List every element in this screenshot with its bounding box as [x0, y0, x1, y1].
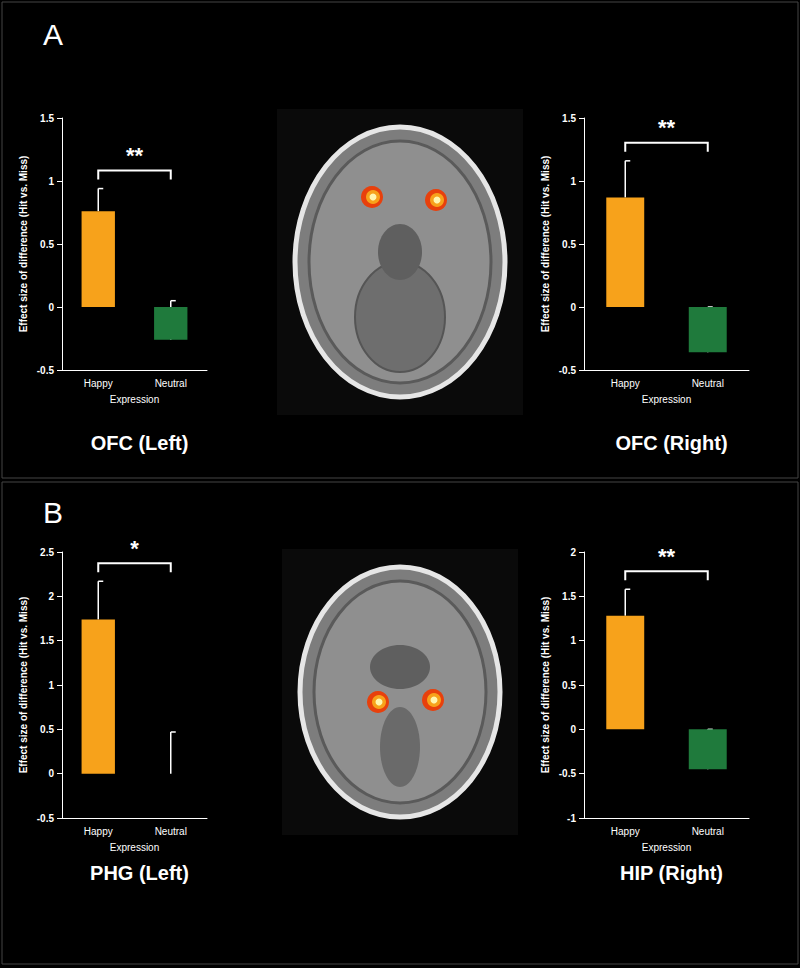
svg-text:-1: -1: [567, 813, 576, 824]
svg-text:0.5: 0.5: [40, 239, 54, 250]
svg-text:1.5: 1.5: [40, 113, 54, 124]
svg-text:0: 0: [48, 302, 54, 313]
svg-text:*: *: [130, 536, 139, 561]
svg-text:Expression: Expression: [642, 394, 691, 405]
svg-text:B: B: [43, 496, 63, 529]
svg-text:1.5: 1.5: [562, 113, 576, 124]
svg-text:**: **: [126, 143, 144, 168]
svg-text:Neutral: Neutral: [692, 826, 724, 837]
svg-text:PHG (Left): PHG (Left): [90, 862, 189, 884]
svg-text:Neutral: Neutral: [692, 378, 724, 389]
svg-text:Expression: Expression: [110, 394, 159, 405]
svg-text:0.5: 0.5: [562, 239, 576, 250]
svg-text:0: 0: [570, 302, 576, 313]
svg-text:1.5: 1.5: [562, 591, 576, 602]
svg-text:1: 1: [48, 680, 54, 691]
svg-text:1.5: 1.5: [40, 635, 54, 646]
svg-text:2: 2: [570, 547, 576, 558]
svg-text:0: 0: [570, 724, 576, 735]
svg-text:2: 2: [48, 591, 54, 602]
svg-text:1: 1: [570, 635, 576, 646]
svg-text:Neutral: Neutral: [155, 378, 187, 389]
svg-text:A: A: [43, 18, 63, 51]
svg-text:**: **: [658, 544, 676, 569]
svg-text:**: **: [658, 115, 676, 140]
svg-text:OFC (Left): OFC (Left): [91, 432, 189, 454]
svg-text:0.5: 0.5: [562, 680, 576, 691]
svg-text:Effect size of difference (Hit: Effect size of difference (Hit vs. Miss): [540, 597, 551, 774]
svg-text:OFC (Right): OFC (Right): [615, 432, 727, 454]
svg-text:HIP (Right): HIP (Right): [620, 862, 723, 884]
svg-text:Happy: Happy: [611, 378, 640, 389]
svg-text:-0.5: -0.5: [37, 365, 55, 376]
svg-text:Effect size of difference (Hit: Effect size of difference (Hit vs. Miss): [18, 156, 29, 333]
svg-text:Effect size of difference (Hit: Effect size of difference (Hit vs. Miss): [18, 597, 29, 774]
svg-text:-0.5: -0.5: [559, 365, 577, 376]
svg-text:Expression: Expression: [642, 842, 691, 853]
svg-text:Happy: Happy: [611, 826, 640, 837]
svg-text:Happy: Happy: [84, 378, 113, 389]
svg-text:0.5: 0.5: [40, 724, 54, 735]
svg-text:2.5: 2.5: [40, 547, 54, 558]
svg-text:0: 0: [48, 768, 54, 779]
svg-text:Happy: Happy: [84, 826, 113, 837]
svg-text:-0.5: -0.5: [559, 768, 577, 779]
svg-text:1: 1: [48, 176, 54, 187]
svg-text:Effect size of difference (Hit: Effect size of difference (Hit vs. Miss): [540, 156, 551, 333]
svg-text:Expression: Expression: [110, 842, 159, 853]
svg-text:1: 1: [570, 176, 576, 187]
svg-text:Neutral: Neutral: [155, 826, 187, 837]
svg-text:-0.5: -0.5: [37, 813, 55, 824]
